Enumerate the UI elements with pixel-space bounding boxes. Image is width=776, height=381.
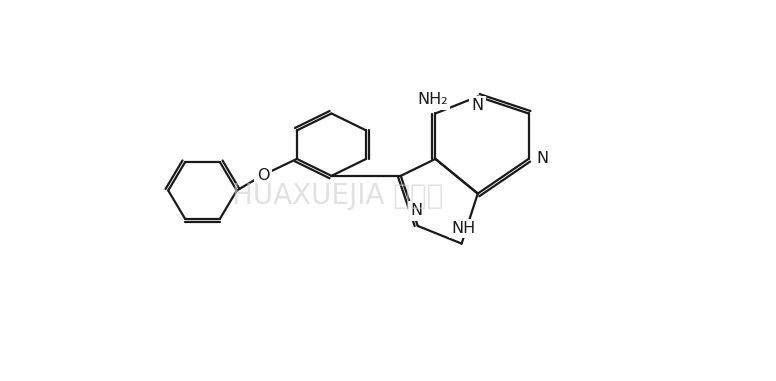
- Text: N: N: [411, 203, 422, 218]
- Text: NH₂: NH₂: [417, 92, 448, 107]
- Text: NH: NH: [451, 221, 475, 236]
- Text: HUAXUEJIA 化学加: HUAXUEJIA 化学加: [232, 182, 443, 210]
- Text: O: O: [257, 168, 269, 182]
- Text: N: N: [536, 151, 549, 166]
- Text: N: N: [472, 98, 484, 113]
